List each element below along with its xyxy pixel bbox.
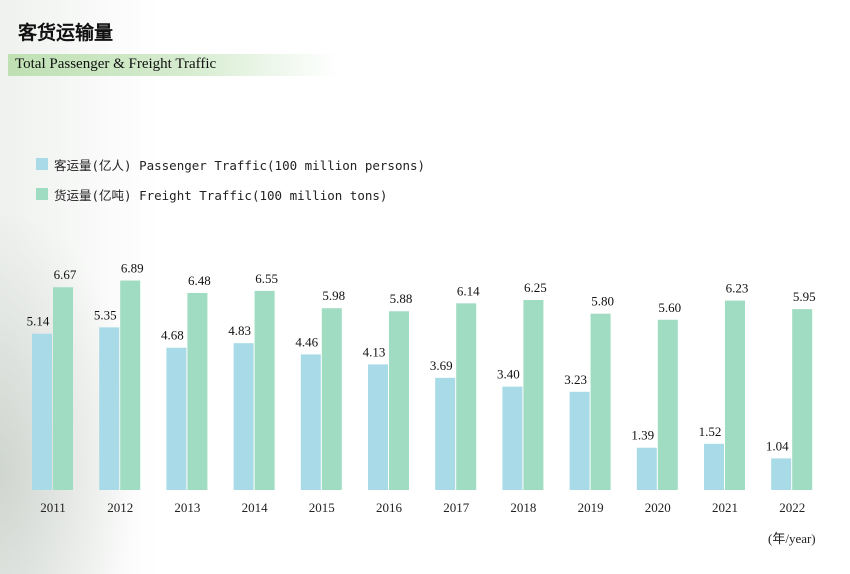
freight-bar-2018 (523, 300, 544, 490)
freight-bar-2011 (53, 287, 73, 490)
passenger-bar-2018 (502, 386, 523, 490)
freight-value-label-2020: 5.60 (658, 300, 681, 315)
freight-value-label-2021: 6.23 (726, 281, 749, 296)
freight-bar-2014 (254, 290, 275, 490)
freight-bar-2017 (456, 303, 477, 490)
passenger-value-label-2022: 1.04 (766, 438, 789, 453)
freight-bar-2021 (725, 300, 745, 490)
passenger-bar-2012 (99, 327, 120, 490)
x-tick-label-2017: 2017 (443, 500, 470, 515)
legend-item-freight: 货运量(亿吨) Freight Traffic(100 million tons… (36, 186, 425, 203)
passenger-value-label-2014: 4.83 (228, 323, 251, 338)
freight-value-label-2022: 5.95 (793, 289, 816, 304)
x-tick-label-2011: 2011 (40, 500, 66, 515)
passenger-bar-2016 (368, 364, 388, 490)
freight-value-label-2017: 6.14 (457, 283, 480, 298)
freight-bar-2013 (187, 293, 208, 490)
x-tick-label-2021: 2021 (712, 500, 738, 515)
freight-value-label-2015: 5.98 (322, 288, 345, 303)
freight-value-label-2011: 6.67 (54, 267, 77, 282)
freight-value-label-2018: 6.25 (524, 280, 547, 295)
freight-value-label-2016: 5.88 (390, 291, 413, 306)
passenger-bar-2011 (32, 333, 52, 490)
passenger-value-label-2015: 4.46 (295, 334, 318, 349)
passenger-bar-2021 (704, 443, 724, 490)
passenger-bar-2019 (569, 391, 590, 490)
passenger-value-label-2016: 4.13 (363, 344, 386, 359)
x-tick-label-2020: 2020 (645, 500, 671, 515)
passenger-bar-2014 (233, 343, 254, 490)
freight-bar-2022 (792, 309, 813, 490)
freight-value-label-2012: 6.89 (121, 261, 144, 276)
freight-value-label-2014: 6.55 (255, 271, 278, 286)
x-tick-label-2018: 2018 (510, 500, 536, 515)
x-tick-label-2015: 2015 (309, 500, 335, 515)
passenger-bar-2020 (636, 447, 657, 490)
legend-item-passenger: 客运量(亿人) Passenger Traffic(100 million pe… (36, 156, 426, 173)
x-tick-label-2022: 2022 (779, 500, 805, 515)
freight-bar-2012 (120, 280, 141, 490)
freight-value-label-2013: 6.48 (188, 273, 211, 288)
x-tick-label-2019: 2019 (578, 500, 604, 515)
freight-bar-2015 (321, 308, 342, 490)
passenger-value-label-2017: 3.69 (430, 358, 453, 373)
x-tick-label-2016: 2016 (376, 500, 403, 515)
freight-bar-2016 (389, 311, 409, 490)
passenger-value-label-2011: 5.14 (27, 314, 50, 329)
chart-legend: 客运量(亿人) Passenger Traffic(100 million pe… (36, 156, 425, 216)
x-tick-label-2013: 2013 (174, 500, 200, 515)
legend-label-passenger: 客运量(亿人) Passenger Traffic(100 million pe… (54, 157, 426, 173)
freight-bar-2020 (657, 319, 678, 490)
passenger-value-label-2019: 3.23 (564, 372, 587, 387)
page-subtitle: Total Passenger & Freight Traffic (15, 56, 217, 72)
passenger-value-label-2021: 1.52 (699, 424, 722, 439)
legend-swatch-freight (36, 188, 48, 200)
x-tick-label-2014: 2014 (242, 500, 269, 515)
x-axis-unit-label: (年/year) (768, 531, 816, 546)
passenger-value-label-2013: 4.68 (161, 328, 184, 343)
freight-value-label-2019: 5.80 (591, 294, 614, 309)
passenger-bar-2022 (771, 458, 792, 490)
legend-label-freight: 货运量(亿吨) Freight Traffic(100 million tons… (54, 187, 388, 203)
passenger-bar-2015 (300, 354, 321, 490)
x-tick-label-2012: 2012 (107, 500, 133, 515)
page-title: 客货运输量 (18, 22, 114, 44)
passenger-value-label-2012: 5.35 (94, 307, 117, 322)
passenger-value-label-2020: 1.39 (631, 428, 654, 443)
subtitle-band (8, 54, 338, 76)
passenger-bar-2017 (435, 377, 456, 490)
passenger-bar-2013 (166, 347, 187, 490)
freight-bar-2019 (590, 313, 611, 490)
passenger-value-label-2018: 3.40 (497, 367, 520, 382)
legend-swatch-passenger (36, 158, 48, 170)
